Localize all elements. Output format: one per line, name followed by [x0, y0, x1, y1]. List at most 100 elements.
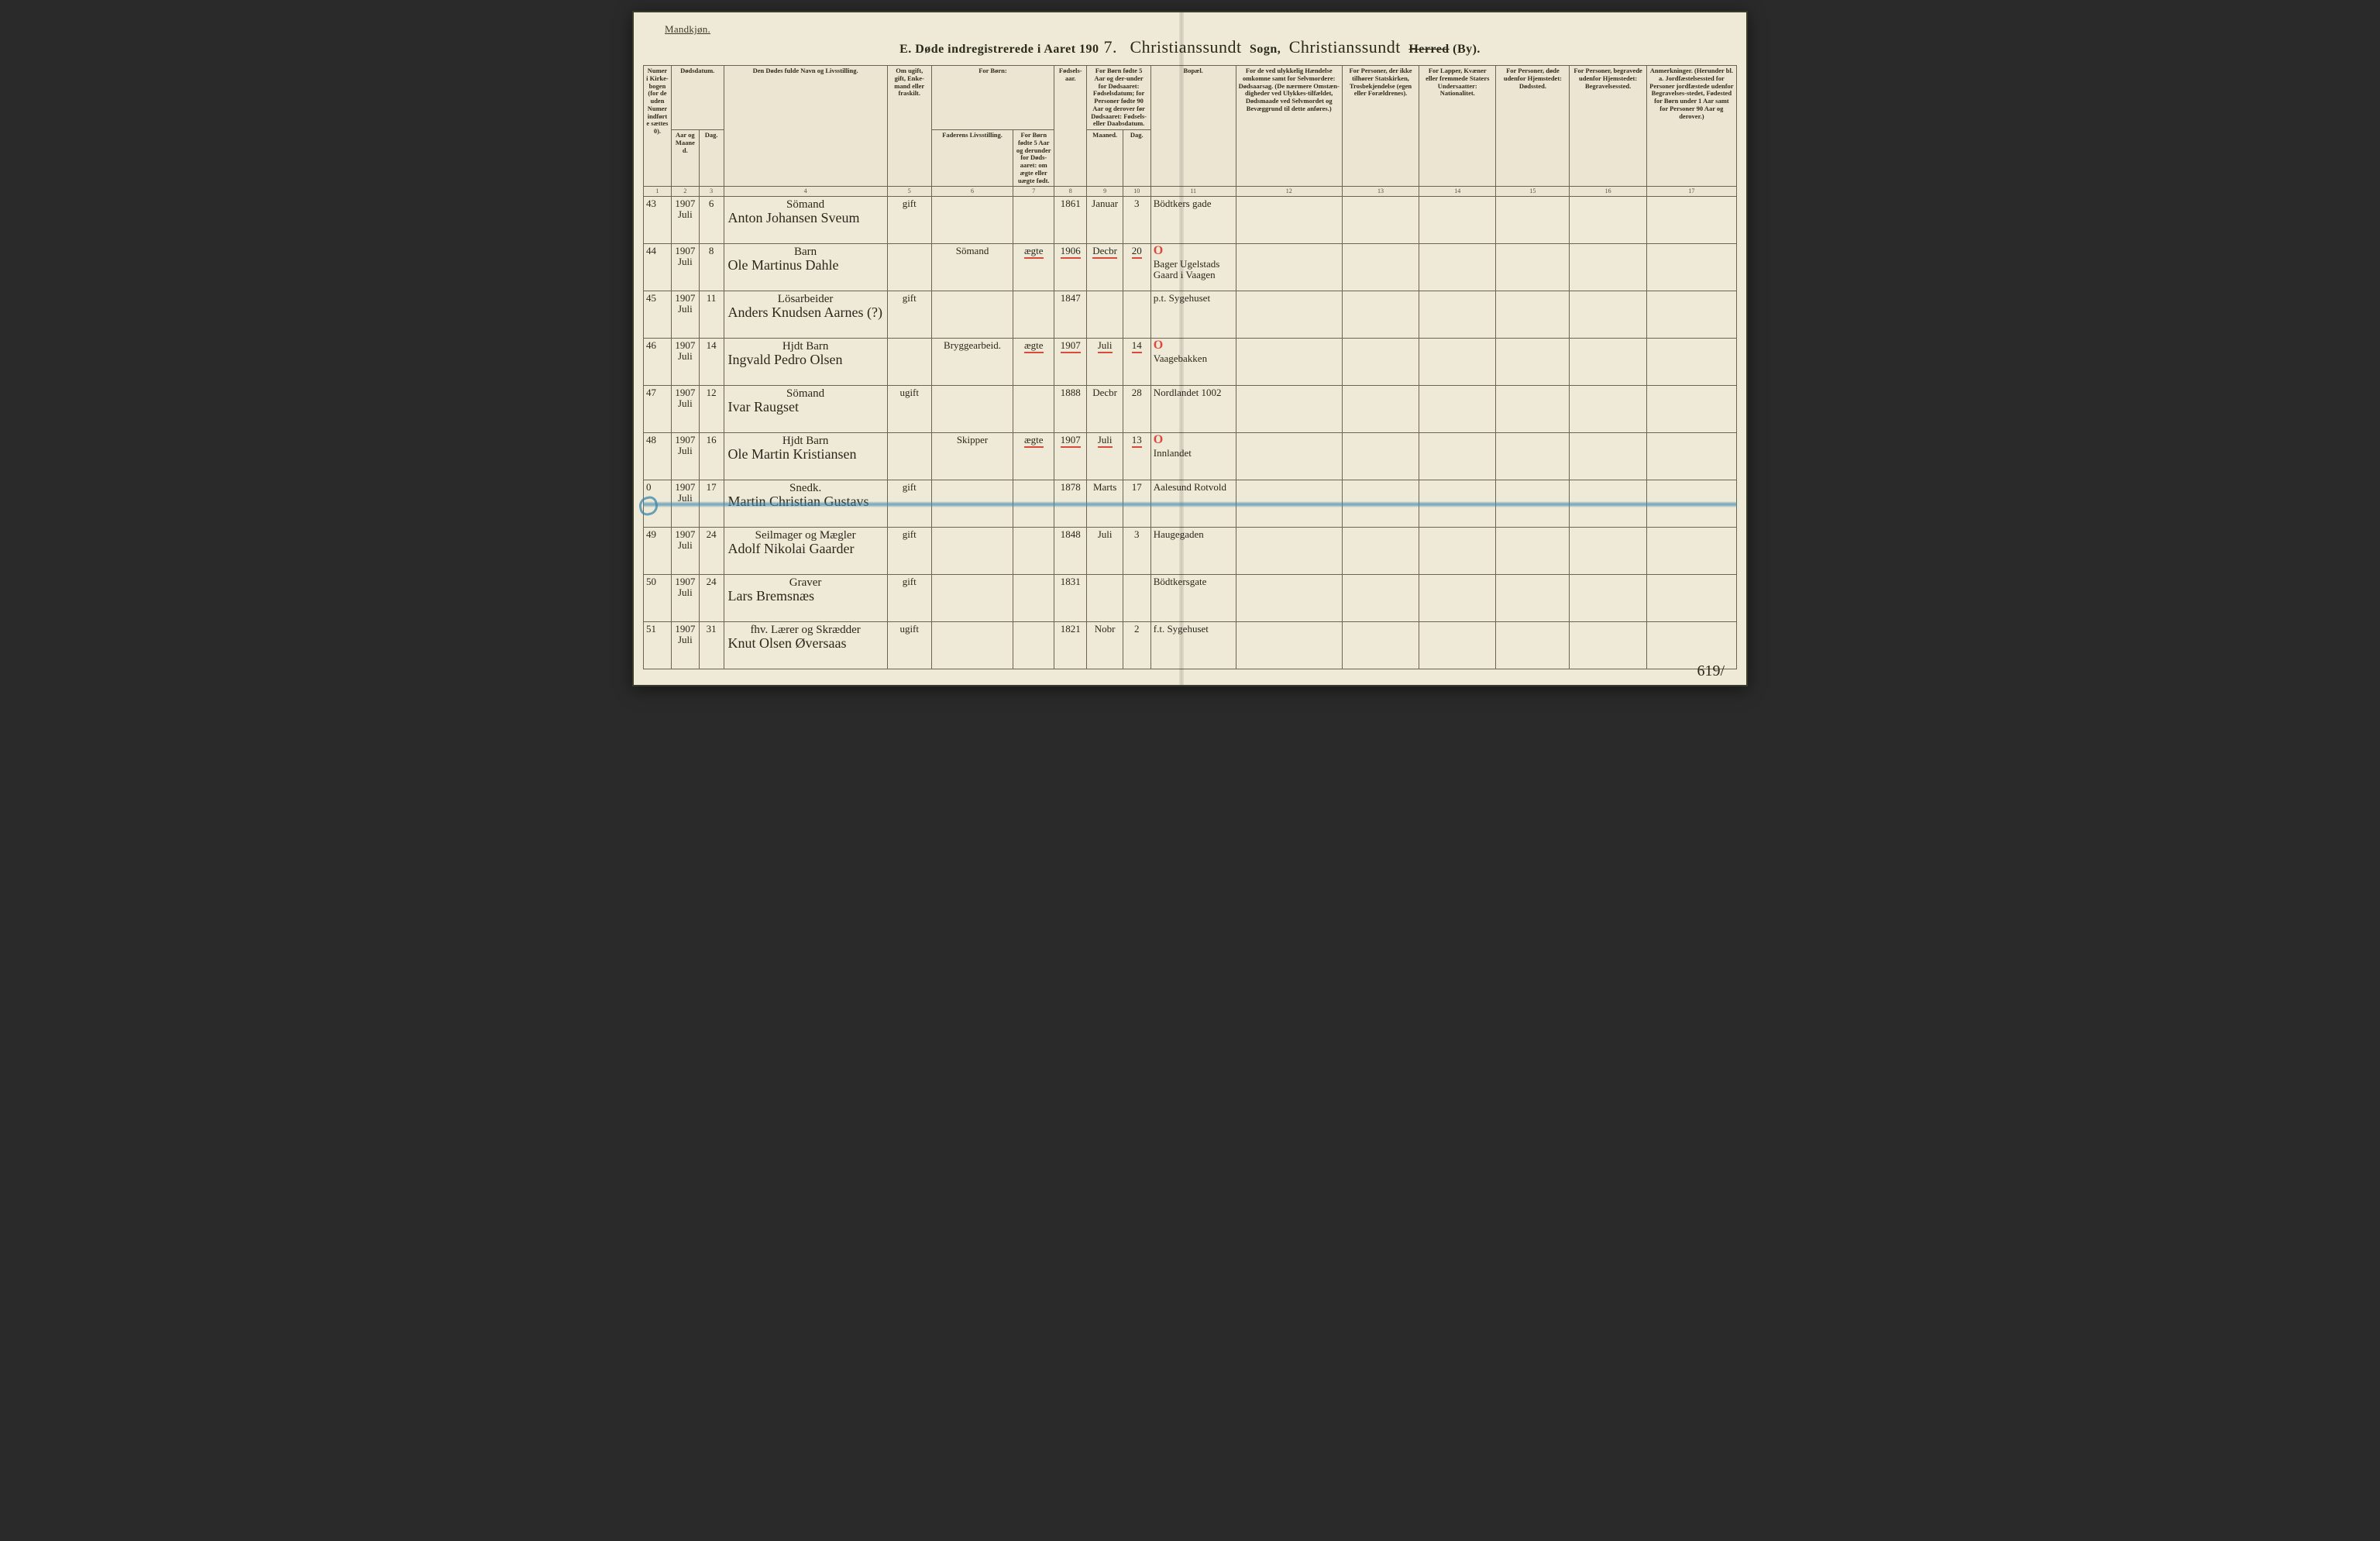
- cell-kirkebog-nr: 45: [644, 291, 672, 338]
- cell-kirkebog-nr: 43: [644, 196, 672, 243]
- cell-bopael: OBager Ugelstads Gaard i Vaagen: [1150, 243, 1236, 291]
- cell-nationalitet: [1419, 338, 1496, 385]
- colnum: 16: [1570, 187, 1646, 196]
- cell-navn: BarnOle Martinus Dahle: [724, 243, 887, 291]
- cell-aar-maaned: 1907Juli: [671, 480, 699, 527]
- col-dodsdatum: Dødsdatum.: [671, 66, 724, 130]
- cell-navn: Snedk.Martin Christian Gustavs: [724, 480, 887, 527]
- cell-anmerkninger: [1646, 385, 1736, 432]
- page-number: 619/: [1697, 662, 1725, 680]
- cell-begravelsessted: [1570, 196, 1646, 243]
- cell-kirkebog-nr: 47: [644, 385, 672, 432]
- cell-dodssted: [1496, 432, 1570, 480]
- cell-begravelsessted: [1570, 480, 1646, 527]
- cell-dag: 16: [699, 432, 724, 480]
- cell-bopael: Haugegaden: [1150, 527, 1236, 574]
- cell-navn: Hjdt BarnIngvald Pedro Olsen: [724, 338, 887, 385]
- cell-dag: 31: [699, 621, 724, 669]
- cell-aegte: [1013, 480, 1054, 527]
- cell-anmerkninger: [1646, 243, 1736, 291]
- cell-navn: GraverLars Bremsnæs: [724, 574, 887, 621]
- col-aar-maaned: Aar og Maaned.: [671, 130, 699, 187]
- cell-dodsaarsag: [1236, 574, 1342, 621]
- cell-aegte: ægte: [1013, 243, 1054, 291]
- cell-civilstand: [887, 338, 931, 385]
- cell-begravelsessted: [1570, 291, 1646, 338]
- col-trosbekjendelse: For Personer, der ikke tilhører Statskir…: [1342, 66, 1419, 187]
- cell-civilstand: gift: [887, 480, 931, 527]
- cell-aar-maaned: 1907Juli: [671, 291, 699, 338]
- cell-fod-dag: 14: [1123, 338, 1150, 385]
- sogn-label: Sogn,: [1250, 43, 1281, 56]
- cell-aar-maaned: 1907Juli: [671, 574, 699, 621]
- cell-nationalitet: [1419, 574, 1496, 621]
- colnum: 12: [1236, 187, 1342, 196]
- register-page: Mandkjøn. E. Døde indregistrerede i Aare…: [632, 11, 1748, 686]
- cell-begravelsessted: [1570, 432, 1646, 480]
- cell-anmerkninger: [1646, 291, 1736, 338]
- cell-faderens-livsstilling: [931, 574, 1013, 621]
- cell-nationalitet: [1419, 196, 1496, 243]
- cell-kirkebog-nr: 50: [644, 574, 672, 621]
- cell-navn: SömandAnton Johansen Sveum: [724, 196, 887, 243]
- page-title: E. Døde indregistrerede i Aaret 1907. Ch…: [643, 37, 1737, 57]
- cell-fodselsaar: 1878: [1054, 480, 1087, 527]
- cell-aegte: [1013, 574, 1054, 621]
- cell-nationalitet: [1419, 527, 1496, 574]
- cell-dodssted: [1496, 621, 1570, 669]
- col-dodssted: For Personer, døde udenfor Hjemstedet: D…: [1496, 66, 1570, 187]
- cell-nationalitet: [1419, 621, 1496, 669]
- cell-bopael: p.t. Sygehuset: [1150, 291, 1236, 338]
- cell-fod-maaned: Decbr: [1087, 243, 1123, 291]
- cell-kirkebog-nr: 0: [644, 480, 672, 527]
- cell-aar-maaned: 1907Juli: [671, 527, 699, 574]
- cell-dodsaarsag: [1236, 243, 1342, 291]
- cell-navn: Seilmager og MæglerAdolf Nikolai Gaarder: [724, 527, 887, 574]
- cell-civilstand: gift: [887, 574, 931, 621]
- cell-faderens-livsstilling: [931, 385, 1013, 432]
- cell-navn: SömandIvar Raugset: [724, 385, 887, 432]
- colnum: 7: [1013, 187, 1054, 196]
- cell-kirkebog-nr: 44: [644, 243, 672, 291]
- cell-dodssted: [1496, 574, 1570, 621]
- cell-nationalitet: [1419, 243, 1496, 291]
- cell-anmerkninger: [1646, 480, 1736, 527]
- cell-aegte: ægte: [1013, 432, 1054, 480]
- cell-civilstand: [887, 432, 931, 480]
- cell-nationalitet: [1419, 291, 1496, 338]
- cell-dag: 12: [699, 385, 724, 432]
- cell-fod-dag: 13: [1123, 432, 1150, 480]
- cell-anmerkninger: [1646, 574, 1736, 621]
- cell-aar-maaned: 1907Juli: [671, 385, 699, 432]
- cell-navn: fhv. Lærer og SkrædderKnut Olsen Øversaa…: [724, 621, 887, 669]
- col-kirkebog-nr: Numer i Kirke-bogen (for de uden Numer i…: [644, 66, 672, 187]
- cell-dodsaarsag: [1236, 196, 1342, 243]
- colnum: 4: [724, 187, 887, 196]
- cell-fodselsaar: 1831: [1054, 574, 1087, 621]
- colnum: 17: [1646, 187, 1736, 196]
- colnum: 8: [1054, 187, 1087, 196]
- col-dag: Dag.: [699, 130, 724, 187]
- cell-dodsaarsag: [1236, 480, 1342, 527]
- cell-dodssted: [1496, 338, 1570, 385]
- column-number-row: 1 2 3 4 5 6 7 8 9 10 11 12 13 14 15 16 1…: [644, 187, 1737, 196]
- cell-trosbekjendelse: [1342, 574, 1419, 621]
- cell-aar-maaned: 1907Juli: [671, 196, 699, 243]
- col-forborn: For Børn:: [931, 66, 1054, 130]
- table-row: 501907Juli24GraverLars Bremsnæsgift1831B…: [644, 574, 1737, 621]
- cell-dag: 6: [699, 196, 724, 243]
- herred-label: Herred: [1408, 43, 1449, 56]
- cell-fod-maaned: Decbr: [1087, 385, 1123, 432]
- cell-dag: 8: [699, 243, 724, 291]
- cell-fod-dag: 3: [1123, 196, 1150, 243]
- table-row: 491907Juli24Seilmager og MæglerAdolf Nik…: [644, 527, 1737, 574]
- cell-fod-dag: 2: [1123, 621, 1150, 669]
- table-row: 451907Juli11LösarbeiderAnders Knudsen Aa…: [644, 291, 1737, 338]
- colnum: 10: [1123, 187, 1150, 196]
- cell-dodssted: [1496, 480, 1570, 527]
- cell-dag: 17: [699, 480, 724, 527]
- table-body: 431907Juli6SömandAnton Johansen Sveumgif…: [644, 196, 1737, 669]
- cell-civilstand: [887, 243, 931, 291]
- cell-aegte: [1013, 621, 1054, 669]
- cell-fod-dag: [1123, 291, 1150, 338]
